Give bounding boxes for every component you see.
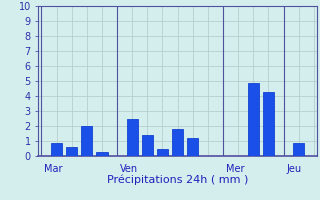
Bar: [81, 126, 92, 156]
Text: Ven: Ven: [120, 164, 138, 174]
Bar: [293, 142, 304, 156]
X-axis label: Précipitations 24h ( mm ): Précipitations 24h ( mm ): [107, 175, 248, 185]
Bar: [172, 129, 183, 156]
Bar: [157, 148, 168, 156]
Text: Mer: Mer: [226, 164, 244, 174]
Text: Mar: Mar: [44, 164, 63, 174]
Bar: [187, 138, 198, 156]
Bar: [96, 152, 108, 156]
Bar: [263, 92, 274, 156]
Bar: [51, 142, 62, 156]
Bar: [126, 118, 138, 156]
Bar: [248, 82, 259, 156]
Bar: [66, 147, 77, 156]
Bar: [142, 135, 153, 156]
Text: Jeu: Jeu: [286, 164, 302, 174]
